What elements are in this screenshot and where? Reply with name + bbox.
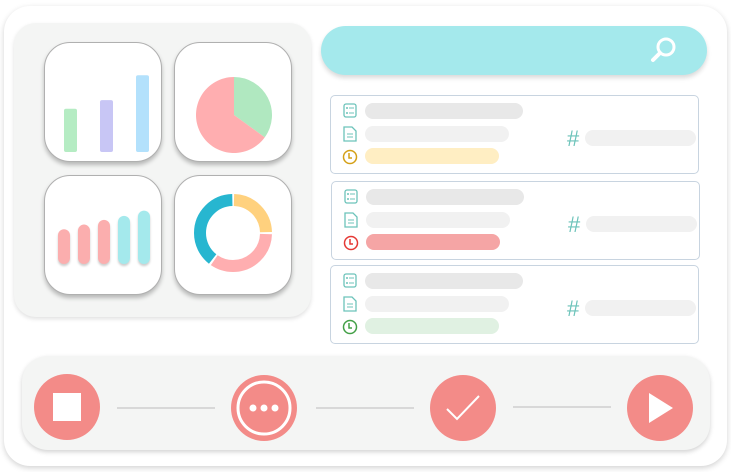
search-icon[interactable] [649,35,679,65]
donut-segment [194,194,272,272]
hash-icon: # [568,212,581,237]
pill-chart [58,210,150,264]
clock-icon [342,319,358,335]
task-status-bar [365,148,499,164]
task-card[interactable]: # [330,265,699,344]
task-title-placeholder [365,103,523,119]
task-title-placeholder [366,189,524,205]
pill-bar [118,215,130,264]
pill-bar [138,210,150,264]
task-tag-placeholder [586,216,697,232]
bar-chart-widget[interactable] [44,42,162,162]
task-card[interactable]: # [331,181,700,260]
divider [117,407,215,409]
task-tag-placeholder [585,130,696,146]
divider [316,407,414,409]
more-icon [236,380,292,436]
document-icon [344,212,358,228]
more-button[interactable] [231,375,297,441]
pie-chart [196,77,272,153]
checklist-icon [344,189,358,204]
confirm-button[interactable] [430,375,496,441]
bar [100,100,113,152]
task-status-bar [365,318,499,334]
task-description-placeholder [365,296,509,312]
play-icon [649,393,673,423]
check-icon [446,395,480,421]
document-icon [343,126,357,142]
pill-chart-widget[interactable] [44,175,162,295]
control-bar [22,356,710,450]
checklist-icon [343,103,357,118]
checklist-icon [343,273,357,288]
search-bar[interactable] [321,26,707,75]
task-description-placeholder [365,126,509,142]
stop-button[interactable] [34,374,100,440]
hash-icon: # [567,126,580,151]
donut-chart [194,194,272,272]
document-icon [343,296,357,312]
task-status-bar [366,234,500,250]
bar [64,108,77,152]
clock-icon [342,149,358,165]
task-title-placeholder [365,273,523,289]
clock-icon [343,235,359,251]
bar-chart [64,75,149,152]
pill-bar [78,224,90,264]
task-tag-placeholder [585,300,696,316]
hash-icon: # [567,296,580,321]
bar [136,75,149,152]
pie-slice [196,77,265,153]
pill-bar [98,219,110,264]
task-description-placeholder [366,212,510,228]
donut-chart-widget[interactable] [174,175,292,295]
divider [513,406,611,408]
donut-segment [194,194,272,272]
pie-chart-widget[interactable] [174,42,292,162]
pill-bar [58,229,70,264]
task-card[interactable]: # [330,95,699,174]
pie-slice [234,77,272,138]
play-button[interactable] [627,375,693,441]
stop-icon [53,393,81,421]
